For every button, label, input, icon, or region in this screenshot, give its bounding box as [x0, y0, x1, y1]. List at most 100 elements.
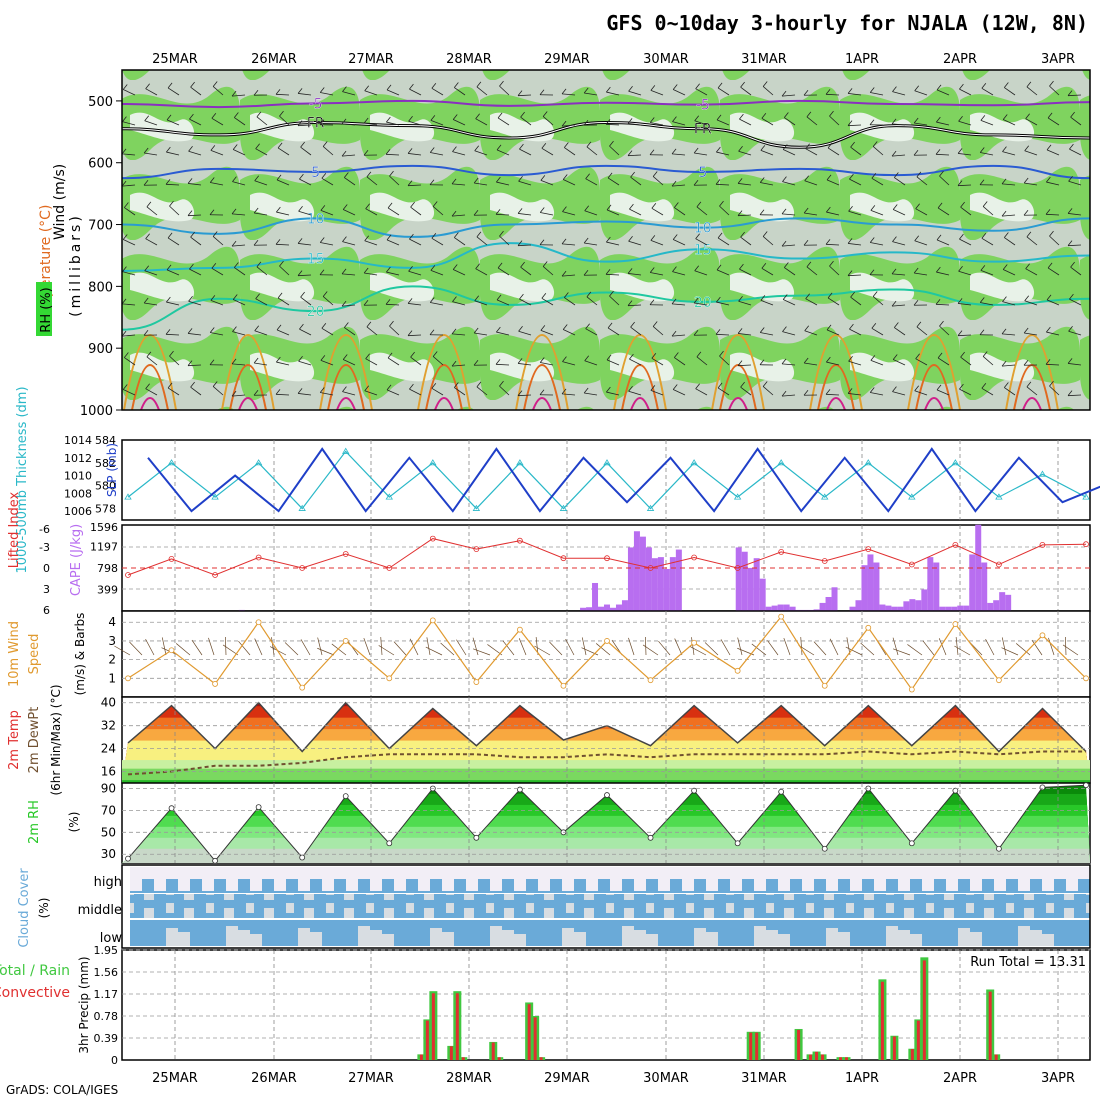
thickness-marker: [908, 493, 916, 500]
cape-bar: [981, 562, 988, 611]
wind-barb-flag: [539, 89, 545, 96]
wind-barb: [892, 123, 906, 126]
surface-wind-barb: [907, 644, 923, 656]
wind-barb-flag: [386, 266, 391, 273]
cloud-low-gap: [502, 930, 514, 946]
wind-barb: [297, 274, 312, 277]
wind-barb: [407, 184, 422, 187]
wind-barb: [321, 327, 334, 336]
wind-barb: [1024, 182, 1038, 186]
wind-barb-flag: [829, 260, 834, 267]
wind-barb-flag: [825, 89, 831, 95]
wind-barb: [342, 123, 356, 126]
wind-tick-label: 4: [108, 615, 116, 629]
wind-barb: [233, 299, 246, 306]
wind-barb-flag: [364, 85, 370, 92]
wind-barb-flag: [365, 353, 370, 359]
wind-barb-flag: [342, 386, 347, 392]
wind-barb: [452, 214, 466, 217]
wind-barb: [870, 92, 884, 96]
wind-barb: [652, 176, 664, 186]
wind-barb: [497, 117, 510, 126]
cloud-high-block: [886, 879, 898, 893]
wind-barb-flag: [387, 202, 393, 209]
wind-barb-flag: [803, 89, 809, 96]
wind-barb-flag: [407, 298, 413, 304]
wind-marker: [647, 677, 654, 684]
wind-barb: [870, 392, 884, 396]
wind-marker: [342, 638, 349, 644]
wind-barb-flag: [279, 110, 284, 117]
wind-barb-flag: [628, 385, 633, 392]
warm-isotherm: [532, 397, 552, 411]
wind-barb-flag: [254, 175, 260, 182]
wind-barb-flag: [959, 383, 964, 390]
wind-barb-flag: [299, 323, 304, 330]
wind-barb-flag: [651, 353, 657, 359]
wind-barb-flag: [385, 149, 391, 155]
wind-label-1: 10m Wind: [7, 621, 22, 687]
wind-barb: [849, 328, 862, 336]
wind-barb: [650, 239, 664, 246]
surface-wind-barb: [331, 643, 347, 656]
cloud-high-block: [730, 891, 742, 893]
wind-barb: [716, 269, 730, 276]
wind-barb-flag: [542, 111, 548, 117]
wind-barb-flag: [365, 203, 370, 209]
wind-barb: [275, 393, 290, 396]
top-date-label: 30MAR: [643, 52, 689, 67]
wind-barb-flag: [826, 324, 832, 331]
cape-bar: [873, 562, 880, 611]
wind-barb: [914, 122, 928, 126]
cape-bars: [238, 524, 1012, 611]
wind-barb-flag: [187, 210, 193, 216]
surface-wind-barb: [922, 640, 935, 656]
wind-barb-flag: [652, 321, 658, 327]
wind-barb: [586, 146, 598, 156]
wind-barb-flag: [408, 265, 413, 272]
wind-barb-flag: [980, 115, 986, 121]
wind-barb-flag: [628, 85, 633, 92]
cloud-high-block: [982, 879, 994, 893]
wind-barb: [650, 89, 664, 96]
wind-barb-flag: [319, 87, 325, 93]
wind-barb: [562, 274, 576, 277]
wind-barb-flag: [430, 265, 436, 271]
wind-barb-flag: [342, 204, 348, 210]
wind-barb: [650, 272, 664, 276]
wind-barb-flag: [1046, 176, 1051, 183]
wind-barb-flag: [539, 357, 545, 363]
cape-bar: [741, 551, 748, 611]
wind-barb: [958, 153, 972, 156]
wind-barb: [804, 212, 818, 216]
wind-barb: [715, 333, 730, 336]
wind-barb-flag: [255, 293, 260, 299]
wind-barb-flag: [892, 354, 898, 360]
rh-marker: [168, 805, 175, 812]
cloud-high-block: [802, 891, 814, 893]
precip-conv-bar: [431, 993, 435, 1060]
wind-barb: [606, 209, 620, 216]
wind-barb-flag: [717, 82, 723, 89]
wind-barb: [540, 179, 554, 186]
wind-barb-flag: [253, 207, 259, 214]
wind-barb-flag: [717, 382, 723, 389]
precip-conv-bar: [815, 1051, 819, 1060]
isotherm-contours: -5 -5 FR FR 5 5 10 10 15 15 20 20: [121, 96, 1091, 411]
wind-barb-flag: [341, 118, 347, 125]
wind-barb: [541, 297, 554, 306]
cloud-high-block: [610, 891, 622, 893]
temp-tick-label: 40: [101, 696, 116, 710]
wind-barb-flag: [276, 206, 281, 213]
cloud-low-gap: [910, 934, 922, 946]
wind-barb: [520, 266, 532, 276]
wind-barb: [166, 151, 180, 156]
wind-barb-flag: [541, 143, 547, 149]
wind-barb: [607, 327, 620, 336]
wind-barb: [232, 213, 246, 216]
wind-barb: [386, 239, 400, 246]
wind-barb-flag: [539, 239, 545, 246]
wind-barb: [981, 87, 994, 96]
wind-barb-flag: [583, 237, 589, 244]
wind-barb: [364, 122, 378, 126]
